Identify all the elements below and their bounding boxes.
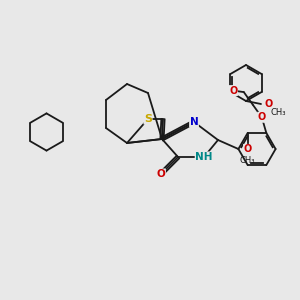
- Text: O: O: [258, 112, 266, 122]
- Text: O: O: [229, 85, 237, 96]
- Text: O: O: [244, 144, 252, 154]
- Text: NH: NH: [195, 152, 213, 162]
- Text: N: N: [190, 117, 198, 127]
- Text: CH₃: CH₃: [240, 156, 256, 165]
- Text: CH₃: CH₃: [271, 108, 286, 117]
- Text: S: S: [144, 114, 152, 124]
- Text: O: O: [157, 169, 165, 179]
- Text: O: O: [264, 99, 273, 109]
